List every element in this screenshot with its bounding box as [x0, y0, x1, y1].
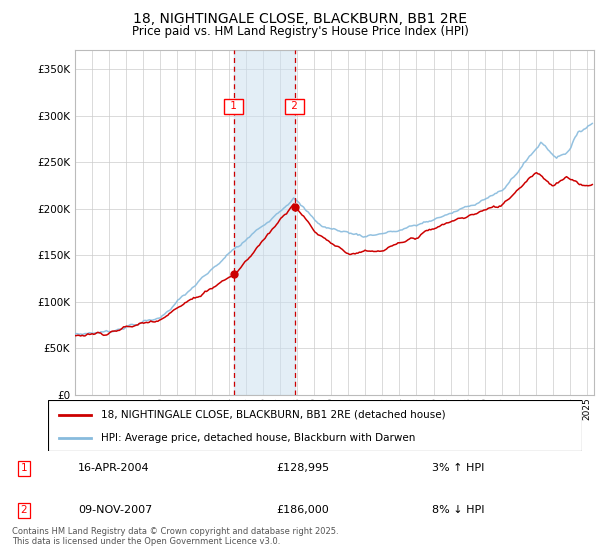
Text: 3% ↑ HPI: 3% ↑ HPI — [432, 463, 484, 473]
Text: 18, NIGHTINGALE CLOSE, BLACKBURN, BB1 2RE (detached house): 18, NIGHTINGALE CLOSE, BLACKBURN, BB1 2R… — [101, 409, 446, 419]
Bar — [233, 50, 295, 395]
Text: 2: 2 — [288, 101, 301, 111]
FancyBboxPatch shape — [48, 400, 582, 451]
Text: 2: 2 — [20, 505, 28, 515]
Text: Contains HM Land Registry data © Crown copyright and database right 2025.
This d: Contains HM Land Registry data © Crown c… — [12, 526, 338, 546]
Text: 09-NOV-2007: 09-NOV-2007 — [78, 505, 152, 515]
Text: 8% ↓ HPI: 8% ↓ HPI — [432, 505, 485, 515]
Text: £128,995: £128,995 — [276, 463, 329, 473]
Text: 1: 1 — [227, 101, 240, 111]
Text: HPI: Average price, detached house, Blackburn with Darwen: HPI: Average price, detached house, Blac… — [101, 433, 416, 443]
Text: 1: 1 — [20, 463, 28, 473]
Text: 18, NIGHTINGALE CLOSE, BLACKBURN, BB1 2RE: 18, NIGHTINGALE CLOSE, BLACKBURN, BB1 2R… — [133, 12, 467, 26]
Text: £186,000: £186,000 — [276, 505, 329, 515]
Text: 16-APR-2004: 16-APR-2004 — [78, 463, 149, 473]
Text: Price paid vs. HM Land Registry's House Price Index (HPI): Price paid vs. HM Land Registry's House … — [131, 25, 469, 38]
